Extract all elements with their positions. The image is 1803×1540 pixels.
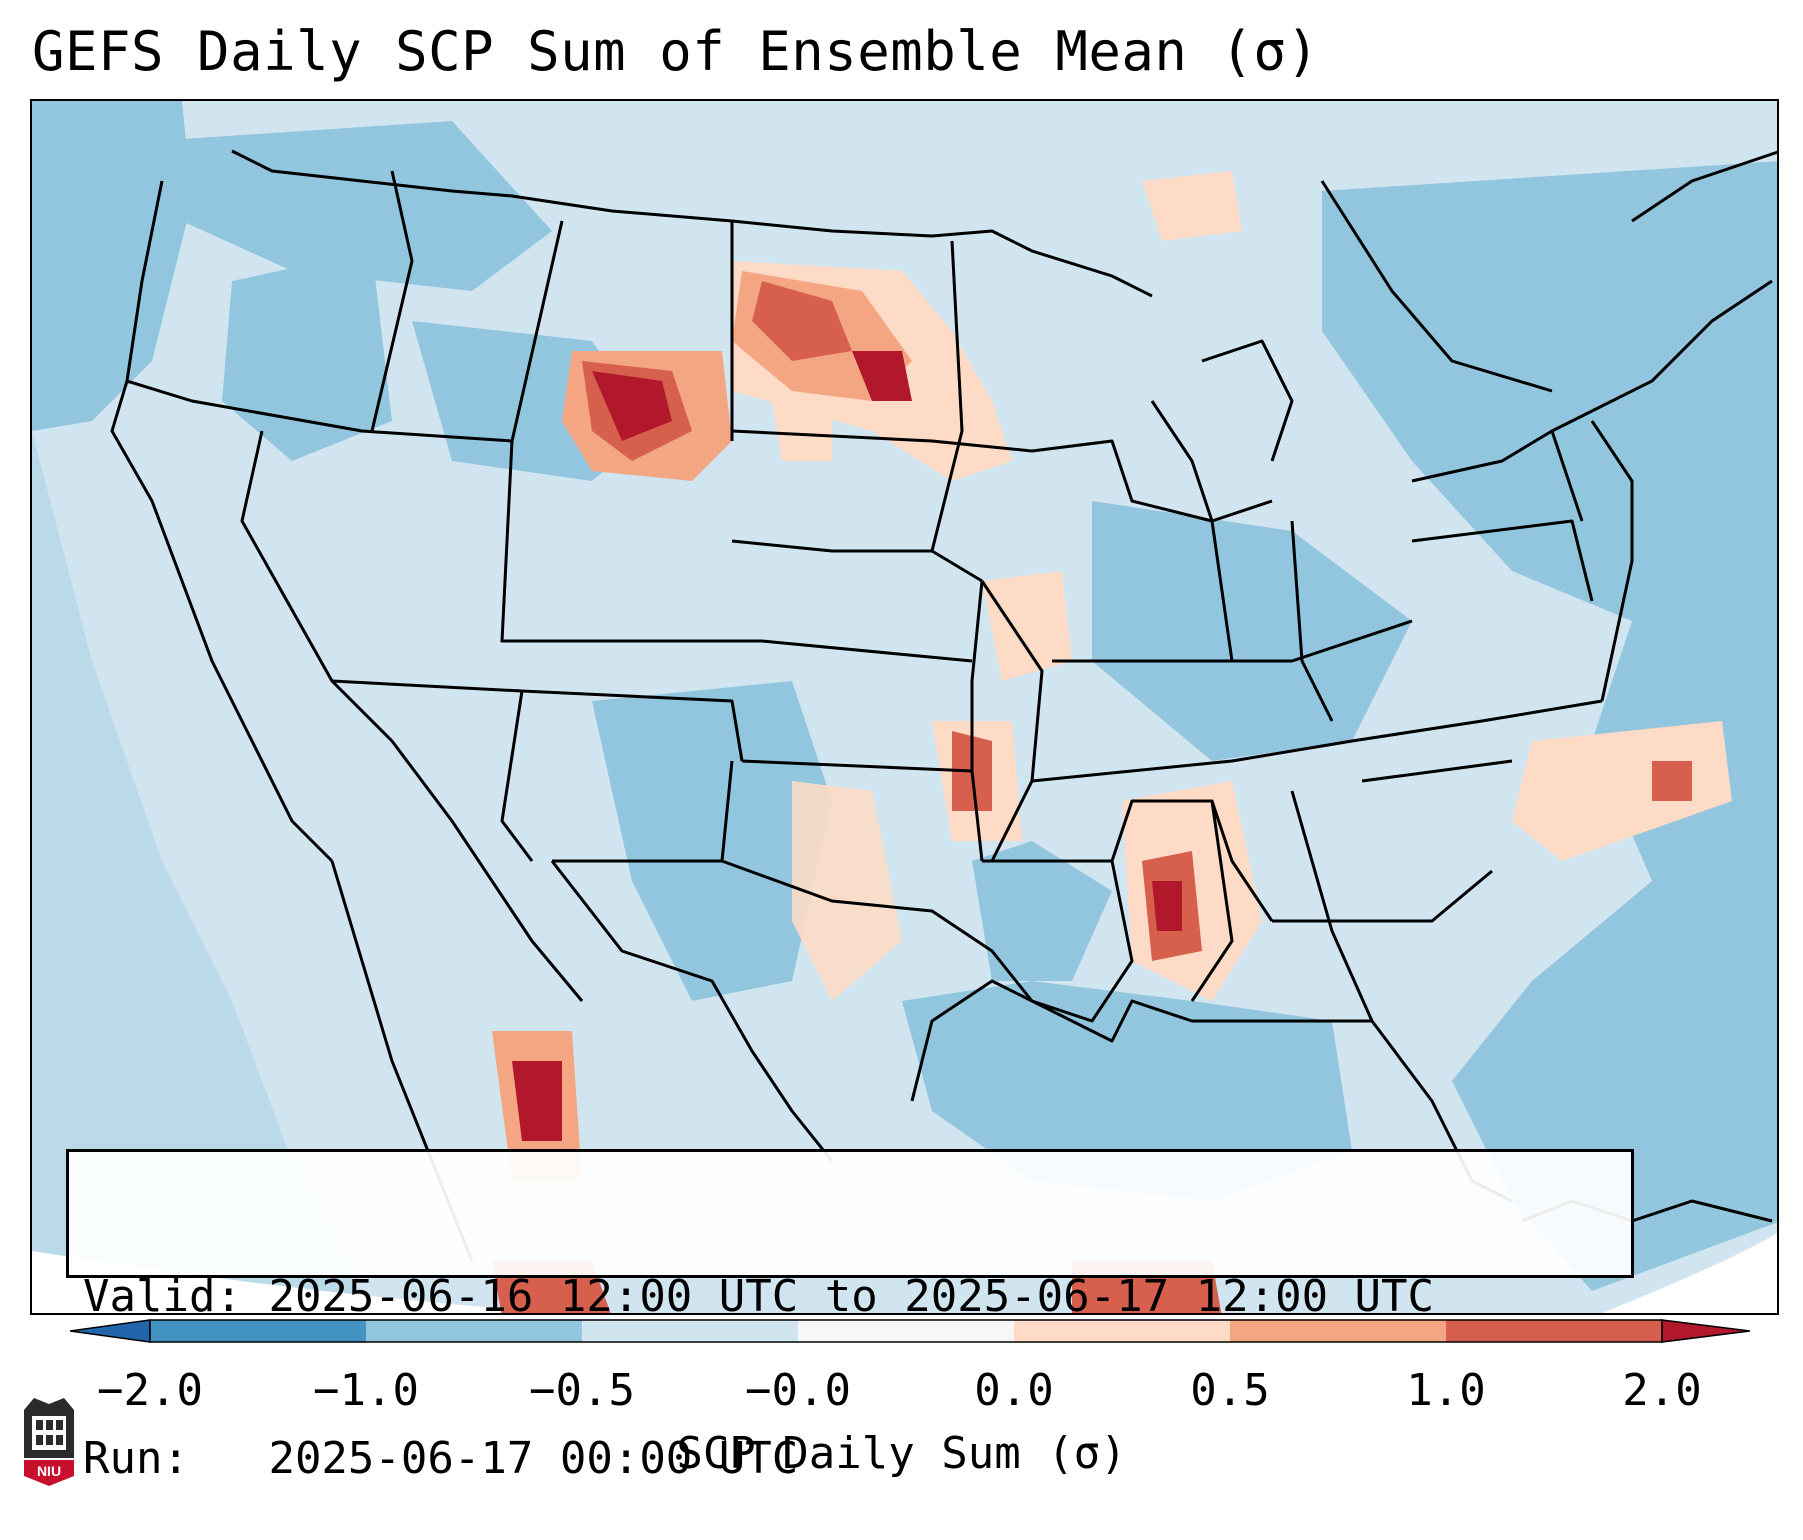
colorbar-segment — [582, 1320, 798, 1342]
run-label: Run: — [83, 1433, 189, 1484]
valid-run-infobox: Valid: 2025-06-16 12:00 UTC to 2025-06-1… — [66, 1149, 1634, 1484]
colorbar-tick-label: 0.5 — [1190, 1365, 1270, 1416]
colorbar-segment — [1230, 1320, 1446, 1342]
projection-edge-right — [1601, 1233, 1777, 1313]
colorbar-tick-label: −0.0 — [745, 1365, 851, 1416]
colorbar-tick-label: 1.0 — [1406, 1365, 1486, 1416]
valid-label: Valid: — [83, 1271, 242, 1322]
colorbar-segment — [1446, 1320, 1662, 1342]
run-line: Run: 2025-06-17 00:00 UTC — [83, 1432, 1631, 1486]
colorbar-segment — [150, 1320, 366, 1342]
colorbar-over-arrow — [1661, 1319, 1750, 1343]
chart-title: GEFS Daily SCP Sum of Ensemble Mean (σ) — [32, 20, 1320, 83]
niu-logo: NIU — [24, 1398, 74, 1486]
colorbar-outline — [149, 1319, 1663, 1343]
colorbar-axis-label: SCP Daily Sum (σ) — [676, 1428, 1127, 1479]
logo-text: NIU — [37, 1463, 61, 1479]
colorbar-tick-label: −0.5 — [529, 1365, 635, 1416]
pacific-region — [32, 431, 370, 1313]
map-canvas — [32, 101, 1777, 1313]
valid-line: Valid: 2025-06-16 12:00 UTC to 2025-06-1… — [83, 1270, 1631, 1324]
colorbar-segment — [798, 1320, 1014, 1342]
colorbar-tick-label: −1.0 — [313, 1365, 419, 1416]
colorbar — [70, 1319, 1750, 1343]
warm-anomaly-regions — [492, 171, 1732, 1313]
map-panel — [30, 99, 1779, 1315]
colorbar-tick-label: 2.0 — [1622, 1365, 1702, 1416]
valid-value: 2025-06-16 12:00 UTC to 2025-06-17 12:00… — [268, 1271, 1435, 1322]
colorbar-tick-label: −2.0 — [97, 1365, 203, 1416]
colorbar-tick-label: 0.0 — [974, 1365, 1054, 1416]
blue-anomaly-regions — [32, 101, 1777, 1291]
run-value: 2025-06-17 00:00 UTC — [268, 1433, 799, 1484]
colorbar-under-arrow — [70, 1319, 151, 1343]
colorbar-segment — [366, 1320, 582, 1342]
state-boundaries — [110, 149, 1777, 1262]
projection-edge-bottom — [32, 1251, 558, 1313]
colorbar-segment — [1014, 1320, 1230, 1342]
